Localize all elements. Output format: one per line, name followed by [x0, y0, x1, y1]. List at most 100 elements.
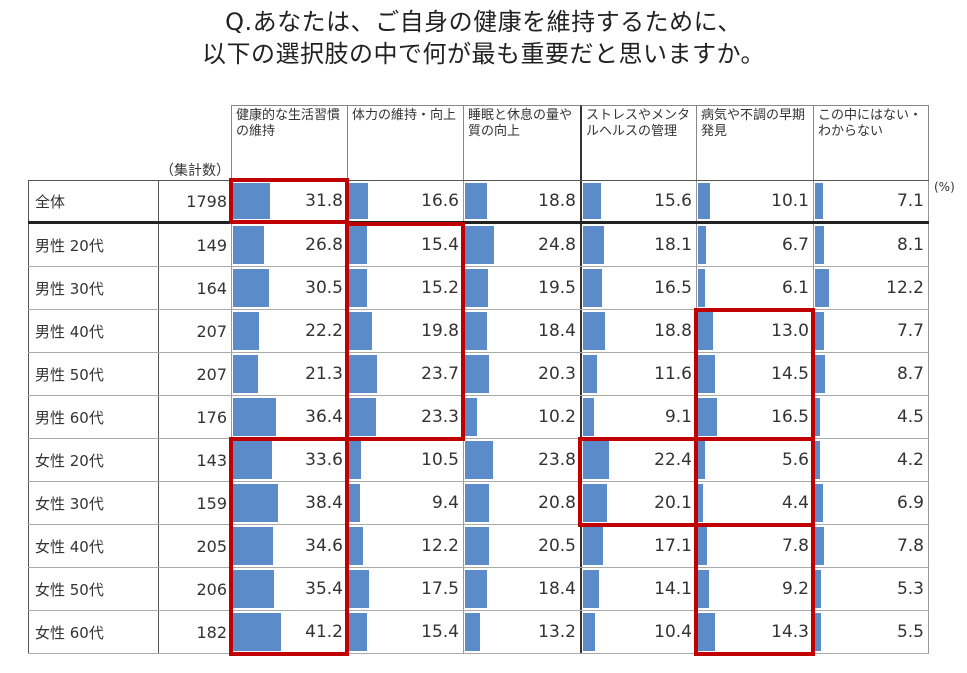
data-cell: 19.8: [347, 310, 463, 352]
value-bar: [698, 183, 710, 219]
data-cell: 15.6: [580, 181, 696, 221]
value-bar: [349, 484, 360, 522]
value-bar: [583, 355, 597, 393]
value-bar: [349, 269, 367, 307]
percent-value: 13.2: [538, 622, 576, 642]
data-cell: 23.8: [463, 439, 580, 481]
row-label: 女性 60代: [28, 611, 159, 653]
value-bar: [583, 484, 607, 522]
percent-value: 15.2: [421, 278, 459, 298]
value-bar: [465, 183, 487, 219]
percent-value: 7.8: [781, 536, 809, 556]
data-cell: 10.4: [580, 611, 696, 653]
sample-size: 164: [196, 278, 227, 298]
data-cell: 11.6: [580, 353, 696, 395]
data-cell: 13.0: [696, 310, 813, 352]
value-bar: [583, 226, 604, 264]
data-cell: 24.8: [463, 224, 580, 266]
data-cell: 15.4: [347, 611, 463, 653]
value-bar: [815, 269, 829, 307]
data-cell: 5.3: [813, 568, 929, 610]
value-bar: [465, 441, 493, 479]
data-cell: 7.7: [813, 310, 929, 352]
value-bar: [465, 484, 489, 522]
value-bar: [815, 570, 821, 608]
data-cell: 9.2: [696, 568, 813, 610]
data-cell: 8.1: [813, 224, 929, 266]
sample-size: 205: [196, 536, 227, 556]
question-title-line1: Q.あなたは、ご自身の健康を維持するために、: [225, 8, 742, 36]
value-bar: [349, 398, 376, 436]
percent-value: 13.0: [771, 321, 809, 341]
data-cell: 20.1: [580, 482, 696, 524]
value-bar: [583, 613, 595, 651]
value-bar: [233, 269, 269, 307]
value-bar: [815, 613, 821, 651]
sample-size: 176: [196, 407, 227, 427]
percent-value: 10.4: [654, 622, 692, 642]
value-bar: [233, 527, 273, 565]
table-row: 男性 30代 164 30.5 15.2 19.5 16.5 6.1 12.2: [28, 267, 929, 310]
data-cell: 4.4: [696, 482, 813, 524]
data-cell: 10.5: [347, 439, 463, 481]
sample-size: 207: [196, 321, 227, 341]
data-cell: 12.2: [347, 525, 463, 567]
percent-value: 4.2: [896, 450, 924, 470]
table-row: 女性 30代 159 38.4 9.4 20.8 20.1 4.4 6.9: [28, 482, 929, 525]
table-row: 女性 60代 182 41.2 15.4 13.2 10.4 14.3 5.5: [28, 611, 929, 654]
data-cell: 4.5: [813, 396, 929, 438]
row-label: 女性 50代: [28, 568, 159, 610]
data-cell: 10.2: [463, 396, 580, 438]
data-cell: 4.2: [813, 439, 929, 481]
data-cell: 18.4: [463, 310, 580, 352]
value-bar: [465, 312, 487, 350]
table-row: 女性 40代 205 34.6 12.2 20.5 17.1 7.8 7.8: [28, 525, 929, 568]
percent-value: 26.8: [305, 235, 343, 255]
value-bar: [465, 570, 487, 608]
value-bar: [583, 570, 599, 608]
data-cell: 35.4: [231, 568, 347, 610]
data-cell: 6.7: [696, 224, 813, 266]
data-cell: 30.5: [231, 267, 347, 309]
value-bar: [815, 398, 820, 436]
value-bar: [233, 441, 272, 479]
percent-value: 10.2: [538, 407, 576, 427]
value-bar: [698, 355, 715, 393]
percent-value: 18.1: [654, 235, 692, 255]
percent-value: 41.2: [305, 622, 343, 642]
table-row: 女性 20代 143 33.6 10.5 23.8 22.4 5.6 4.2: [28, 439, 929, 482]
percent-value: 15.4: [421, 622, 459, 642]
percent-value: 15.6: [654, 191, 692, 211]
percent-value: 36.4: [305, 407, 343, 427]
data-cell: 23.3: [347, 396, 463, 438]
sample-size: 143: [196, 450, 227, 470]
percent-value: 17.5: [421, 579, 459, 599]
data-cell: 20.8: [463, 482, 580, 524]
percent-value: 14.5: [771, 364, 809, 384]
data-cell: 7.8: [813, 525, 929, 567]
column-header: ストレスやメンタルヘルスの管理: [580, 105, 696, 180]
row-label: 男性 20代: [28, 224, 159, 266]
value-bar: [698, 269, 705, 307]
sample-size: 149: [196, 235, 227, 255]
data-cell: 36.4: [231, 396, 347, 438]
data-cell: 17.1: [580, 525, 696, 567]
value-bar: [465, 269, 488, 307]
row-label: 女性 30代: [28, 482, 159, 524]
column-header: この中にはない・わからない: [813, 105, 929, 180]
percent-value: 21.3: [305, 364, 343, 384]
value-bar: [349, 613, 367, 651]
table-row: 男性 50代 207 21.3 23.7 20.3 11.6 14.5 8.7: [28, 353, 929, 396]
percent-value: 8.7: [896, 364, 924, 384]
value-bar: [815, 312, 824, 350]
data-cell: 6.1: [696, 267, 813, 309]
data-cell: 12.2: [813, 267, 929, 309]
value-bar: [465, 613, 480, 651]
percent-value: 20.3: [538, 364, 576, 384]
value-bar: [349, 226, 367, 264]
percent-value: 22.4: [654, 450, 692, 470]
value-bar: [815, 226, 824, 264]
value-bar: [233, 312, 259, 350]
data-cell: 15.4: [347, 224, 463, 266]
percent-value: 5.6: [781, 450, 809, 470]
